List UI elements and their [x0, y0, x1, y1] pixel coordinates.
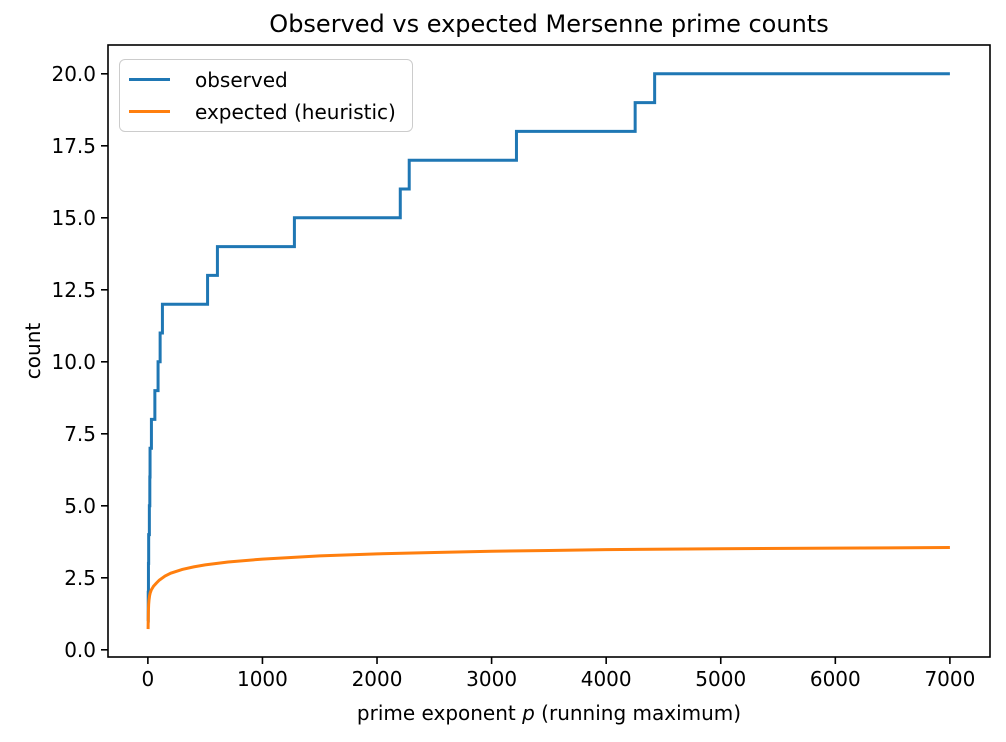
legend-entry: expected (heuristic): [129, 99, 396, 124]
axes-spines: [107, 44, 991, 658]
x-tick-label: 1000: [237, 667, 288, 691]
x-tick-label: 6000: [810, 667, 861, 691]
y-tick-label: 15.0: [51, 206, 96, 230]
legend-label: expected (heuristic): [195, 99, 396, 124]
series-line-expected-heuristic: [146, 546, 950, 630]
y-tick-label: 20.0: [51, 62, 96, 86]
series-line-observed: [146, 72, 950, 623]
legend-label: observed: [195, 67, 288, 92]
legend-line-swatch: [129, 110, 170, 113]
x-tick-label: 0: [142, 667, 155, 691]
x-tick-label: 4000: [581, 667, 632, 691]
y-tick-label: 10.0: [51, 350, 96, 374]
x-tick-label: 2000: [352, 667, 403, 691]
x-axis-label: prime exponent p (running maximum): [108, 701, 990, 725]
x-tick-label: 5000: [695, 667, 746, 691]
x-axis-label-prefix: prime exponent: [356, 701, 523, 725]
x-axis-label-variable: p: [522, 701, 535, 725]
y-tick-label: 2.5: [64, 566, 96, 590]
y-tick-label: 5.0: [64, 494, 96, 518]
x-tick-label: 3000: [466, 667, 517, 691]
y-tick-label: 0.0: [64, 638, 96, 662]
legend-entry: observed: [129, 67, 396, 92]
y-tick-label: 12.5: [51, 278, 96, 302]
legend: observed expected (heuristic): [119, 59, 413, 132]
chart-title: Observed vs expected Mersenne prime coun…: [269, 10, 829, 38]
x-tick-label: 7000: [924, 667, 975, 691]
y-axis-label: count: [21, 322, 45, 380]
x-axis-label-suffix: (running maximum): [534, 701, 742, 725]
legend-line-swatch: [129, 78, 170, 81]
y-tick-label: 17.5: [51, 134, 96, 158]
y-tick-label: 7.5: [64, 422, 96, 446]
